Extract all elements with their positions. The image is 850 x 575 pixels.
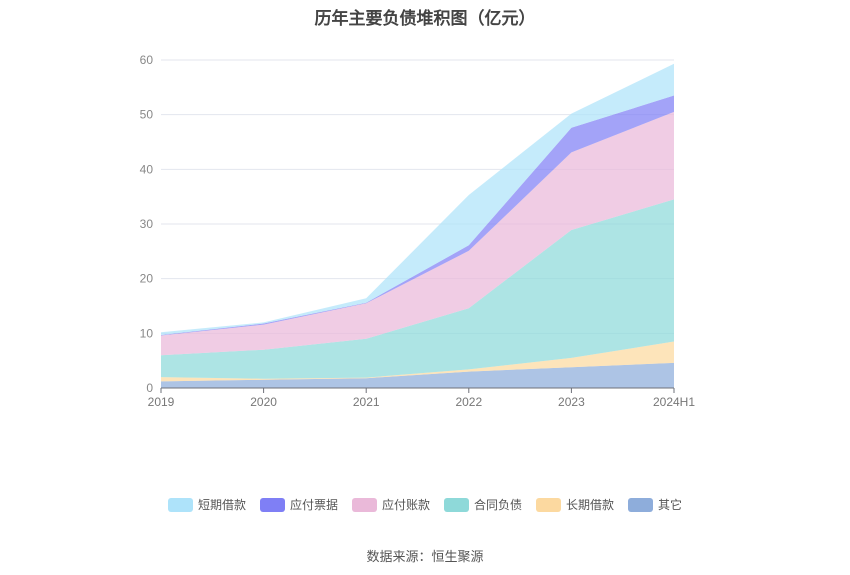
- y-tick-label: 20: [140, 272, 154, 286]
- legend-label: 其它: [658, 498, 683, 512]
- axes: 0 10 20 30 40 50 60 2019 2020 2021 2022 2023 2024H1: [140, 53, 696, 409]
- area-series-group: [161, 63, 674, 388]
- legend-swatch: [628, 497, 654, 512]
- legend-item[interactable]: 短期借款: [167, 496, 246, 513]
- legend-swatch: [351, 497, 377, 512]
- legend-item[interactable]: 合同负债: [444, 496, 522, 513]
- y-tick-label: 0: [146, 381, 153, 395]
- y-tick-label: 50: [140, 108, 154, 122]
- legend-label: 短期借款: [197, 498, 246, 512]
- legend-item[interactable]: 应付票据: [259, 496, 338, 513]
- area-series: [161, 341, 674, 382]
- area-series: [161, 63, 674, 336]
- area-series: [161, 111, 674, 356]
- legend-swatch: [444, 497, 469, 512]
- legend-swatch: [259, 497, 285, 512]
- area-series: [161, 199, 674, 379]
- y-tick-label: 10: [140, 326, 154, 340]
- area-series: [161, 95, 674, 336]
- legend-label: 应付账款: [381, 498, 430, 512]
- legend-swatch: [536, 497, 562, 512]
- source-note: 数据来源：恒生聚源: [366, 549, 484, 564]
- x-tick-label: 2020: [250, 395, 277, 409]
- x-tick-label: 2023: [558, 395, 585, 409]
- legend-swatch: [167, 497, 193, 512]
- y-tick-label: 40: [140, 162, 154, 176]
- legend-label: 合同负债: [474, 498, 523, 512]
- legend: 短期借款 应付票据 应付账款 合同负债 长期借款 其它: [0, 496, 850, 513]
- legend-item[interactable]: 其它: [628, 496, 682, 513]
- y-tick-label: 30: [140, 217, 154, 231]
- legend-item[interactable]: 长期借款: [536, 496, 614, 513]
- x-tick-label: 2021: [353, 395, 380, 409]
- x-tick-label: 2024H1: [653, 395, 695, 409]
- legend-item[interactable]: 应付账款: [351, 496, 430, 513]
- legend-label: 长期借款: [566, 498, 615, 512]
- y-tick-label: 60: [140, 53, 154, 67]
- x-tick-label: 2019: [148, 395, 175, 409]
- x-tick-label: 2022: [455, 395, 482, 409]
- area-series: [161, 362, 674, 388]
- chart-title: 历年主要负债堆积图（亿元）: [314, 9, 536, 28]
- legend-label: 应付票据: [289, 498, 338, 512]
